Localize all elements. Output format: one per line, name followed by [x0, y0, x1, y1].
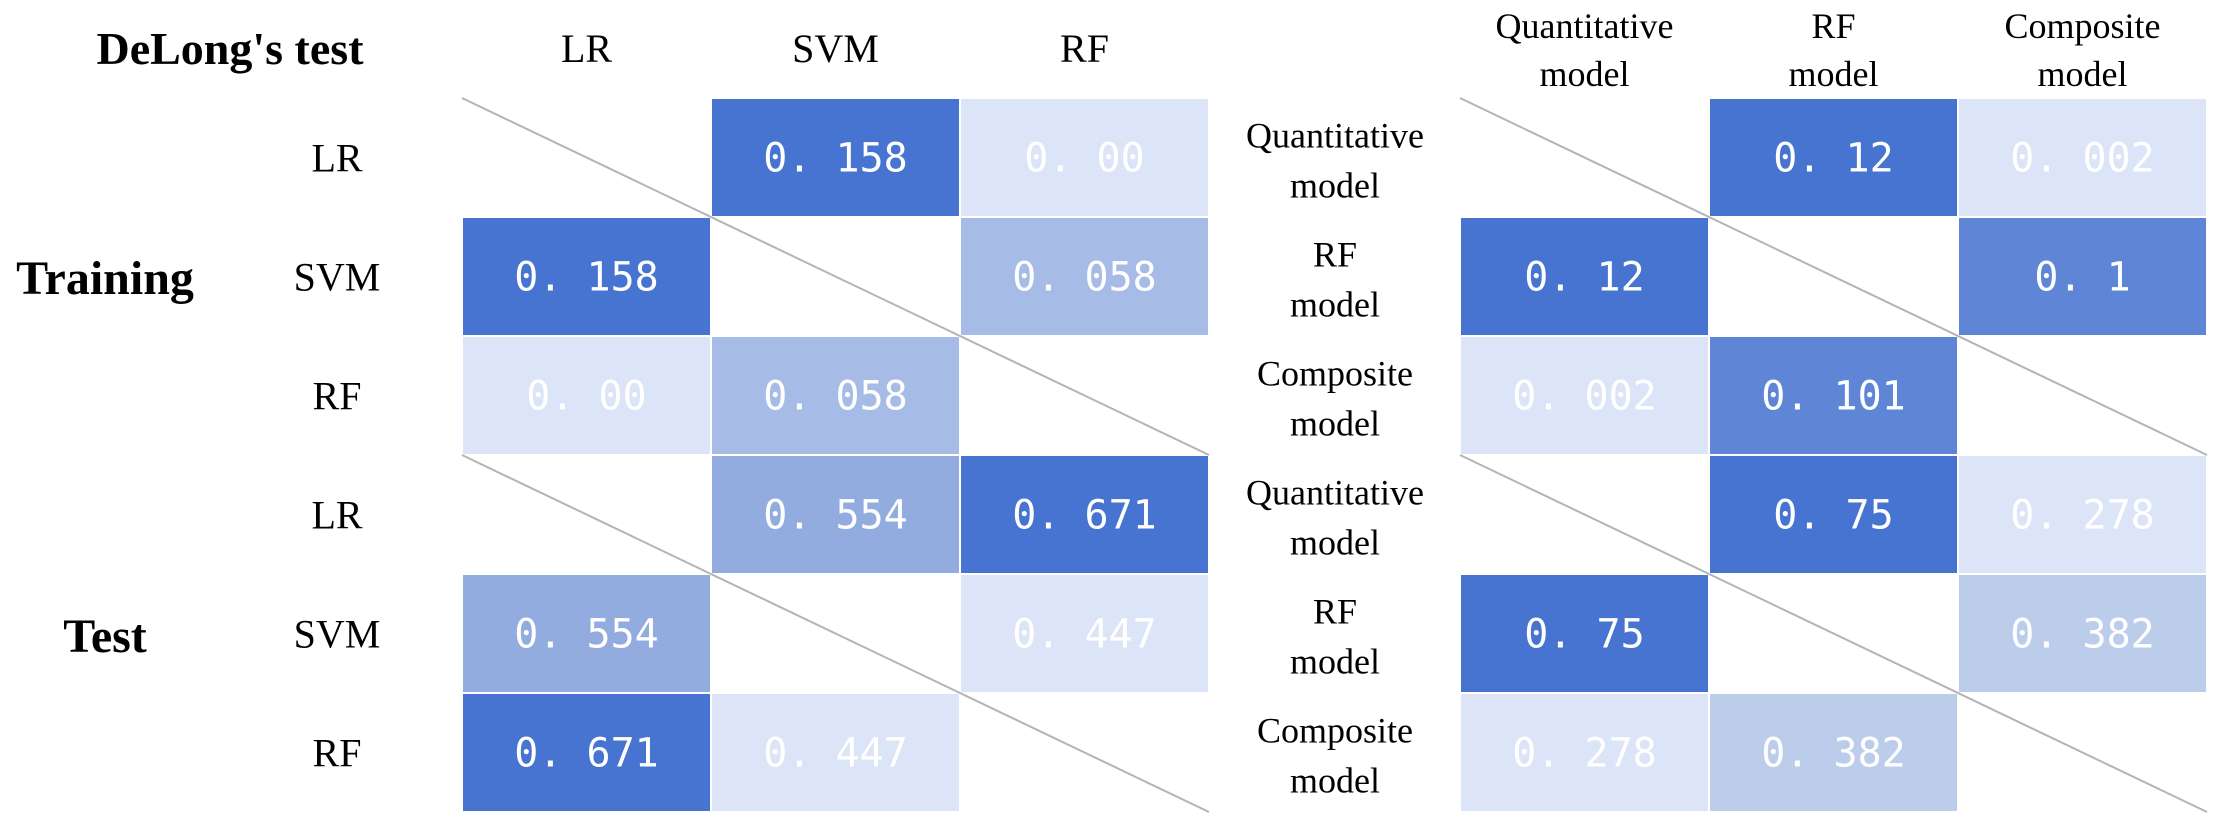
diagonal-line: [1459, 454, 2208, 813]
heatmap-cell: [1461, 694, 1708, 811]
heatmap-cell: [463, 218, 710, 335]
cell-value-label: 0. 158: [763, 136, 908, 182]
diagonal-line: [461, 97, 1210, 456]
cell-value-label: 0. 447: [763, 731, 908, 777]
cell-value-label: 0. 671: [514, 731, 659, 777]
row-header: Quantitative: [1246, 473, 1424, 513]
heatmap-cell: [1710, 456, 1957, 573]
group-label-training: Training: [16, 252, 194, 305]
heatmap-cell: [1959, 456, 2206, 573]
cell-value-label: 0. 278: [2010, 493, 2155, 539]
heatmap-cell: [1710, 694, 1957, 811]
heatmap-cell: [1959, 99, 2206, 216]
cell-value-label: 0. 12: [1524, 255, 1644, 301]
row-header: model: [1290, 642, 1380, 682]
heatmap-cell: [1959, 575, 2206, 692]
row-header: Composite: [1257, 354, 1413, 394]
heatmap-cell: [961, 99, 1208, 216]
labels-layer: LR SVM RF LR SVM RF LR SVM RF Training Test Quantit…: [16, 6, 2160, 801]
cell-value-label: 0. 058: [763, 374, 908, 420]
cell-value-label: 0. 671: [1012, 493, 1157, 539]
heatmap-cell: [712, 99, 959, 216]
cell-value-label: 0. 1: [2034, 255, 2130, 301]
row-header: SVM: [294, 255, 381, 300]
row-header: RF: [313, 731, 362, 776]
column-header: SVM: [792, 26, 879, 71]
column-header: Composite: [2004, 6, 2160, 46]
heatmap-cell: [1959, 218, 2206, 335]
column-header: model: [1789, 54, 1879, 94]
heatmap-cell: [712, 337, 959, 454]
cell-value-label: 0. 101: [1761, 374, 1906, 420]
heatmap-cell: [1461, 575, 1708, 692]
cell-value-label: 0. 447: [1012, 612, 1157, 658]
cells-layer: 0. 158 0. 00 0. 158 0. 058 0. 00 0. 058 0. 554…: [463, 99, 2206, 811]
heatmap-cell: [712, 694, 959, 811]
figure-title: DeLong's test: [96, 23, 364, 74]
cell-value-label: 0. 382: [1761, 731, 1906, 777]
column-header: model: [2038, 54, 2128, 94]
row-header: LR: [311, 136, 362, 181]
cell-value-label: 0. 554: [514, 612, 659, 658]
row-header: Composite: [1257, 711, 1413, 751]
row-header: Quantitative: [1246, 116, 1424, 156]
heatmap-cell: [463, 337, 710, 454]
row-header: model: [1290, 166, 1380, 206]
cell-value-label: 0. 278: [1512, 731, 1657, 777]
heatmap-cell: [712, 456, 959, 573]
row-header: model: [1290, 404, 1380, 444]
cell-value-label: 0. 158: [514, 255, 659, 301]
diagonal-line: [1459, 97, 2208, 456]
heatmap-cell: [961, 218, 1208, 335]
heatmap-cell: [961, 575, 1208, 692]
cell-value-label: 0. 00: [526, 374, 646, 420]
column-header: model: [1540, 54, 1630, 94]
cell-value-label: 0. 554: [763, 493, 908, 539]
diagonals-layer: [461, 97, 2208, 813]
cell-value-label: 0. 002: [2010, 136, 2155, 182]
column-header: RF: [1060, 26, 1109, 71]
cell-value-label: 0. 382: [2010, 612, 2155, 658]
heatmap-cell: [961, 456, 1208, 573]
row-header: RF: [1313, 592, 1357, 632]
heatmap-cell: [1461, 218, 1708, 335]
row-header: model: [1290, 285, 1380, 325]
cell-value-label: 0. 75: [1524, 612, 1644, 658]
heatmap-cell: [1710, 99, 1957, 216]
cell-value-label: 0. 75: [1773, 493, 1893, 539]
row-header: SVM: [294, 612, 381, 657]
row-header: RF: [313, 374, 362, 419]
column-header: RF: [1811, 6, 1855, 46]
heatmap-cell: [1710, 337, 1957, 454]
cell-value-label: 0. 00: [1024, 136, 1144, 182]
heatmap-cell: [463, 694, 710, 811]
group-label-test: Test: [63, 610, 147, 663]
cell-value-label: 0. 12: [1773, 136, 1893, 182]
heatmap-cell: [463, 575, 710, 692]
diagonal-line: [461, 454, 1210, 813]
row-header: RF: [1313, 235, 1357, 275]
cell-value-label: 0. 058: [1012, 255, 1157, 301]
row-header: model: [1290, 523, 1380, 563]
row-header: model: [1290, 761, 1380, 801]
heatmap-cell: [1461, 337, 1708, 454]
row-header: LR: [311, 493, 362, 538]
column-header: LR: [561, 26, 612, 71]
column-header: Quantitative: [1496, 6, 1674, 46]
cell-value-label: 0. 002: [1512, 374, 1657, 420]
